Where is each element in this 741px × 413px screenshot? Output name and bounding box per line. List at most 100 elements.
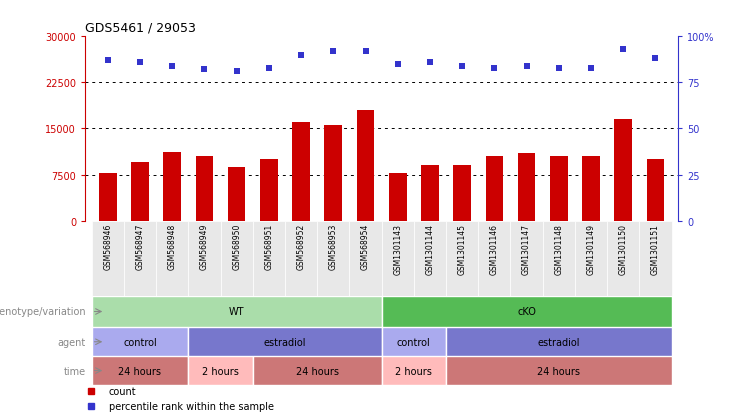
Bar [382,328,446,356]
Text: genotype/variation: genotype/variation [0,307,86,317]
Text: GSM568949: GSM568949 [200,223,209,270]
Bar [446,221,478,296]
Text: 24 hours: 24 hours [537,366,580,376]
Bar [92,221,124,296]
Text: GDS5461 / 29053: GDS5461 / 29053 [85,21,196,35]
Bar [317,221,350,296]
Bar [413,221,446,296]
Bar [188,221,221,296]
Bar [542,221,575,296]
Bar [607,221,639,296]
Point [263,65,275,72]
Bar [188,356,253,385]
Bar [382,356,446,385]
Point [424,59,436,66]
Point [230,69,242,76]
Text: percentile rank within the sample: percentile rank within the sample [109,401,274,411]
Point [166,63,178,70]
Text: control: control [123,337,157,347]
Bar [92,328,188,356]
Text: 24 hours: 24 hours [296,366,339,376]
Point [359,49,371,55]
Bar [260,160,278,221]
Text: GSM1301143: GSM1301143 [393,223,402,274]
Text: GSM568946: GSM568946 [103,223,113,270]
Text: 2 hours: 2 hours [396,366,432,376]
Text: GSM1301151: GSM1301151 [651,223,660,274]
Point [521,63,533,70]
Point [102,58,113,64]
Bar [131,163,149,221]
Bar [382,221,413,296]
Point [585,65,597,72]
Bar [639,221,671,296]
Text: GSM568951: GSM568951 [265,223,273,270]
Text: GSM1301149: GSM1301149 [587,223,596,274]
Point [199,67,210,74]
Text: GSM568948: GSM568948 [167,223,176,270]
Bar [196,157,213,221]
Text: GSM568950: GSM568950 [232,223,241,270]
Bar [389,173,407,221]
Text: time: time [64,366,86,376]
Bar [92,296,382,328]
Text: GSM568953: GSM568953 [329,223,338,270]
Point [617,47,629,53]
Point [553,65,565,72]
Bar [575,221,607,296]
Bar [92,356,188,385]
Point [328,49,339,55]
Text: GSM568952: GSM568952 [296,223,305,270]
Text: 24 hours: 24 hours [119,366,162,376]
Bar [124,221,156,296]
Text: GSM1301147: GSM1301147 [522,223,531,274]
Point [295,52,307,59]
Bar [325,126,342,221]
Bar [518,154,536,221]
Bar [382,296,671,328]
Text: GSM568954: GSM568954 [361,223,370,270]
Point [488,65,500,72]
Text: count: count [109,387,136,396]
Bar [446,328,671,356]
Text: GSM1301145: GSM1301145 [458,223,467,274]
Point [134,59,146,66]
Text: cKO: cKO [517,307,536,317]
Text: GSM1301144: GSM1301144 [425,223,434,274]
Text: estradiol: estradiol [264,337,306,347]
Text: GSM1301148: GSM1301148 [554,223,563,274]
Bar [285,221,317,296]
Bar [356,111,374,221]
Bar [582,157,600,221]
Text: 2 hours: 2 hours [202,366,239,376]
Bar [485,157,503,221]
Bar [99,173,116,221]
Point [392,62,404,68]
Bar [614,120,632,221]
Bar [221,221,253,296]
Point [650,56,662,62]
Bar [188,328,382,356]
Bar [550,157,568,221]
Text: GSM1301150: GSM1301150 [619,223,628,274]
Bar [253,356,382,385]
Bar [421,166,439,221]
Point [456,63,468,70]
Bar [163,152,181,221]
Bar [647,160,665,221]
Bar [446,356,671,385]
Bar [292,123,310,221]
Text: estradiol: estradiol [537,337,580,347]
Text: control: control [397,337,431,347]
Bar [156,221,188,296]
Bar [478,221,511,296]
Text: GSM1301146: GSM1301146 [490,223,499,274]
Text: GSM568947: GSM568947 [136,223,144,270]
Bar [511,221,542,296]
Text: WT: WT [229,307,245,317]
Bar [453,166,471,221]
Bar [253,221,285,296]
Bar [227,167,245,221]
Text: agent: agent [58,337,86,347]
Bar [350,221,382,296]
